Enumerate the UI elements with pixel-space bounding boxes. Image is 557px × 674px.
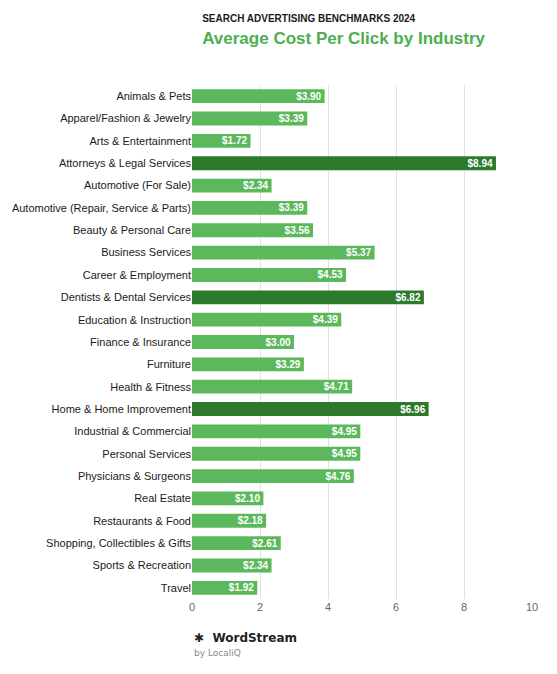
svg-text:$5.37: $5.37 [346, 247, 371, 258]
svg-text:Attorneys & Legal Services: Attorneys & Legal Services [59, 157, 192, 169]
svg-text:Career & Employment: Career & Employment [83, 269, 191, 281]
svg-text:Finance & Insurance: Finance & Insurance [90, 336, 191, 348]
svg-text:8: 8 [461, 601, 467, 613]
svg-text:$8.94: $8.94 [467, 158, 492, 169]
svg-text:Travel: Travel [161, 582, 191, 594]
svg-text:Shopping, Collectibles & Gifts: Shopping, Collectibles & Gifts [46, 537, 191, 549]
svg-text:$3.39: $3.39 [279, 113, 304, 124]
svg-text:Restaurants & Food: Restaurants & Food [93, 515, 191, 527]
svg-text:$2.34: $2.34 [243, 560, 268, 571]
svg-text:Physicians & Surgeons: Physicians & Surgeons [78, 470, 192, 482]
svg-text:$4.76: $4.76 [325, 471, 350, 482]
svg-text:$3.90: $3.90 [296, 91, 321, 102]
svg-text:2: 2 [257, 601, 263, 613]
svg-text:Education & Instruction: Education & Instruction [78, 314, 191, 326]
svg-text:$1.92: $1.92 [229, 582, 254, 593]
svg-text:by LocaliQ: by LocaliQ [194, 648, 241, 658]
svg-text:Personal Services: Personal Services [102, 448, 191, 460]
svg-text:4: 4 [325, 601, 331, 613]
svg-text:$4.53: $4.53 [318, 269, 343, 280]
svg-text:✱ WordStream: ✱ WordStream [194, 631, 297, 645]
svg-text:10: 10 [526, 601, 538, 613]
svg-text:$3.29: $3.29 [275, 359, 300, 370]
svg-text:$2.61: $2.61 [252, 538, 277, 549]
svg-text:Arts & Entertainment: Arts & Entertainment [90, 135, 192, 147]
svg-text:Beauty & Personal Care: Beauty & Personal Care [73, 224, 191, 236]
svg-text:$2.34: $2.34 [243, 180, 268, 191]
svg-text:Real Estate: Real Estate [134, 492, 191, 504]
svg-text:Business Services: Business Services [101, 246, 191, 258]
svg-text:Home & Home Improvement: Home & Home Improvement [52, 403, 191, 415]
svg-text:Sports & Recreation: Sports & Recreation [93, 559, 191, 571]
svg-text:Animals & Pets: Animals & Pets [116, 90, 191, 102]
svg-text:Automotive (Repair, Service &: Automotive (Repair, Service & Parts) [12, 202, 191, 214]
svg-text:$4.71: $4.71 [324, 381, 349, 392]
svg-text:$2.18: $2.18 [238, 515, 263, 526]
svg-text:Automotive (For Sale): Automotive (For Sale) [84, 179, 191, 191]
svg-text:$6.96: $6.96 [400, 404, 425, 415]
svg-text:$6.82: $6.82 [395, 292, 420, 303]
svg-text:Furniture: Furniture [147, 358, 191, 370]
svg-text:$2.10: $2.10 [235, 493, 260, 504]
svg-text:6: 6 [393, 601, 399, 613]
svg-text:Industrial & Commercial: Industrial & Commercial [74, 425, 191, 437]
svg-text:$3.39: $3.39 [279, 202, 304, 213]
svg-text:Dentists & Dental Services: Dentists & Dental Services [61, 291, 192, 303]
svg-text:$3.56: $3.56 [285, 225, 310, 236]
svg-text:$1.72: $1.72 [222, 135, 247, 146]
svg-text:0: 0 [189, 601, 195, 613]
svg-text:Apparel/Fashion & Jewelry: Apparel/Fashion & Jewelry [60, 112, 191, 124]
svg-text:$3.00: $3.00 [266, 337, 291, 348]
svg-text:Health & Fitness: Health & Fitness [110, 381, 191, 393]
svg-text:$4.95: $4.95 [332, 426, 357, 437]
svg-text:$4.95: $4.95 [332, 448, 357, 459]
svg-text:SEARCH ADVERTISING BENCHMARKS: SEARCH ADVERTISING BENCHMARKS 2024Averag… [202, 13, 485, 48]
svg-text:$4.39: $4.39 [313, 314, 338, 325]
